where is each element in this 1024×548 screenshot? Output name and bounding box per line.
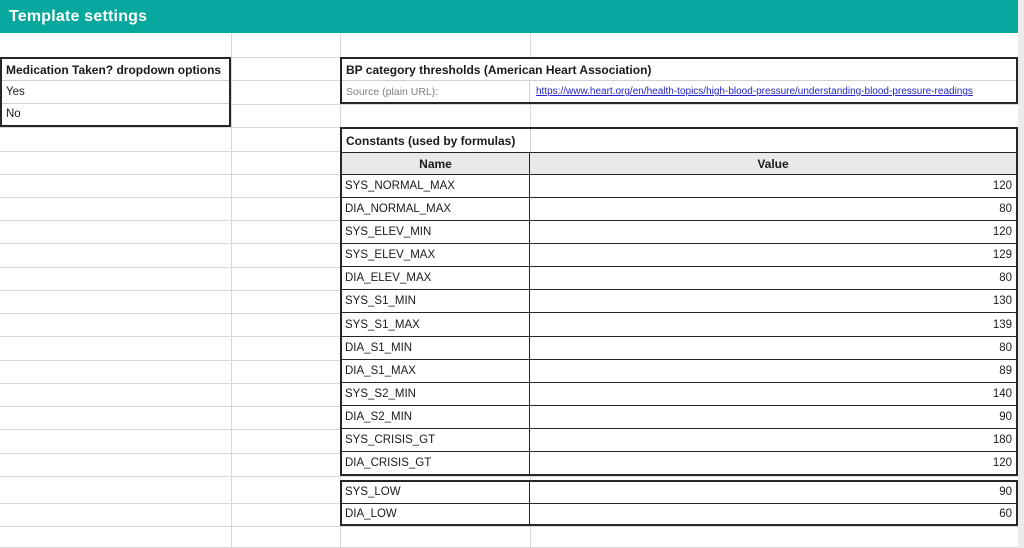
constants-rows: SYS_NORMAL_MAX 120 DIA_NORMAL_MAX 80 SYS_ELE… — [342, 175, 1016, 475]
constants-row: SYS_ELEV_MAX 129 — [342, 243, 1016, 267]
gridline — [0, 476, 1018, 477]
page-title: Template settings — [9, 7, 148, 25]
constant-name-cell[interactable]: SYS_S1_MIN — [342, 290, 530, 313]
constant-name-cell[interactable]: SYS_LOW — [342, 482, 530, 503]
constant-name-cell[interactable]: DIA_CRISIS_GT — [342, 451, 530, 475]
constants-column-headers: Name Value — [342, 153, 1016, 175]
constants-row: SYS_LOW 90 — [342, 482, 1016, 503]
window-edge-strip — [1018, 0, 1024, 548]
medication-option-yes[interactable]: Yes — [2, 80, 229, 102]
bp-source-row: Source (plain URL): https://www.heart.or… — [342, 80, 1016, 102]
bp-thresholds-section: BP category thresholds (American Heart A… — [340, 57, 1018, 104]
name-column-header[interactable]: Name — [342, 153, 530, 174]
constant-name-cell[interactable]: DIA_NORMAL_MAX — [342, 198, 530, 221]
constant-name-cell[interactable]: SYS_S2_MIN — [342, 382, 530, 405]
constant-name-cell[interactable]: DIA_S1_MIN — [342, 336, 530, 359]
constants-row: DIA_S1_MIN 80 — [342, 335, 1016, 359]
constant-value-cell[interactable]: 90 — [999, 410, 1012, 423]
medication-options-table: Medication Taken? dropdown options Yes N… — [0, 57, 231, 127]
constant-name-cell[interactable]: DIA_LOW — [342, 503, 530, 524]
constant-value-cell[interactable]: 90 — [999, 486, 1012, 499]
value-column-header[interactable]: Value — [757, 156, 789, 171]
constant-name-cell[interactable]: SYS_ELEV_MAX — [342, 244, 530, 267]
constant-name-cell[interactable]: SYS_ELEV_MIN — [342, 221, 530, 244]
constants-row: DIA_S1_MAX 89 — [342, 358, 1016, 382]
constant-value-cell[interactable]: 129 — [992, 249, 1012, 262]
constant-value-cell[interactable]: 80 — [999, 272, 1012, 285]
source-label[interactable]: Source (plain URL): — [342, 81, 530, 102]
constants-row: DIA_LOW 60 — [342, 502, 1016, 524]
medication-option-no[interactable]: No — [2, 102, 229, 125]
constants-row: SYS_S2_MIN 140 — [342, 381, 1016, 405]
source-url-link[interactable]: https://www.heart.org/en/health-topics/h… — [536, 86, 973, 97]
constant-name-cell[interactable]: SYS_NORMAL_MAX — [342, 175, 530, 198]
constants-low-rows: SYS_LOW 90 DIA_LOW 60 — [342, 482, 1016, 524]
constant-value-cell[interactable]: 60 — [999, 507, 1012, 520]
constants-row: SYS_CRISIS_GT 180 — [342, 427, 1016, 451]
constant-name-cell[interactable]: DIA_S2_MIN — [342, 405, 530, 428]
gridline — [231, 33, 232, 548]
constants-table: Constants (used by formulas) Name Value … — [340, 127, 1018, 476]
constants-row: DIA_CRISIS_GT 120 — [342, 450, 1016, 475]
constants-row: SYS_NORMAL_MAX 120 — [342, 175, 1016, 198]
constants-header[interactable]: Constants (used by formulas) — [342, 129, 1016, 153]
medication-options-header[interactable]: Medication Taken? dropdown options — [6, 62, 222, 77]
constants-row: DIA_NORMAL_MAX 80 — [342, 197, 1016, 221]
constants-row: DIA_S2_MIN 90 — [342, 404, 1016, 428]
constants-row: SYS_S1_MIN 130 — [342, 289, 1016, 313]
constant-name-cell[interactable]: SYS_CRISIS_GT — [342, 428, 530, 451]
source-url-cell: https://www.heart.org/en/health-topics/h… — [530, 81, 1016, 102]
constant-value-cell[interactable]: 89 — [999, 364, 1012, 377]
constant-value-cell[interactable]: 80 — [999, 341, 1012, 354]
constant-value-cell[interactable]: 130 — [992, 295, 1012, 308]
constants-row: DIA_ELEV_MAX 80 — [342, 266, 1016, 290]
constants-row: SYS_ELEV_MIN 120 — [342, 220, 1016, 244]
constant-value-cell[interactable]: 120 — [992, 226, 1012, 239]
constants-row: SYS_S1_MAX 139 — [342, 312, 1016, 336]
gridline — [0, 104, 1018, 105]
gridline — [0, 526, 1018, 527]
constant-name-cell[interactable]: SYS_S1_MAX — [342, 313, 530, 336]
constant-value-cell[interactable]: 139 — [992, 318, 1012, 331]
constant-value-cell[interactable]: 180 — [992, 433, 1012, 446]
constant-value-cell[interactable]: 140 — [992, 387, 1012, 400]
constants-low-table: SYS_LOW 90 DIA_LOW 60 — [340, 480, 1018, 526]
constant-value-cell[interactable]: 80 — [999, 203, 1012, 216]
constant-value-cell[interactable]: 120 — [992, 180, 1012, 193]
sheet-title-banner[interactable]: Template settings — [0, 0, 1018, 33]
constant-name-cell[interactable]: DIA_S1_MAX — [342, 359, 530, 382]
bp-thresholds-header[interactable]: BP category thresholds (American Heart A… — [346, 62, 652, 77]
constant-value-cell[interactable]: 120 — [992, 456, 1012, 469]
constant-name-cell[interactable]: DIA_ELEV_MAX — [342, 267, 530, 290]
